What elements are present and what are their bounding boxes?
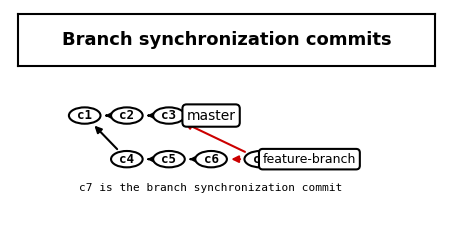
Text: c1: c1 [77,109,92,122]
Text: c7: c7 [253,153,268,166]
Circle shape [111,151,143,167]
Circle shape [69,107,101,124]
Text: c4: c4 [119,153,135,166]
Text: feature-branch: feature-branch [263,153,356,166]
Text: c6: c6 [203,153,219,166]
Text: c7 is the branch synchronization commit: c7 is the branch synchronization commit [79,183,343,193]
Circle shape [111,107,143,124]
Text: master: master [187,109,236,122]
Text: c5: c5 [161,153,177,166]
Text: c3: c3 [161,109,177,122]
Text: Branch synchronization commits: Branch synchronization commits [62,31,391,49]
Circle shape [195,151,227,167]
Circle shape [153,151,185,167]
Text: c2: c2 [119,109,135,122]
Circle shape [153,107,185,124]
Circle shape [245,151,276,167]
